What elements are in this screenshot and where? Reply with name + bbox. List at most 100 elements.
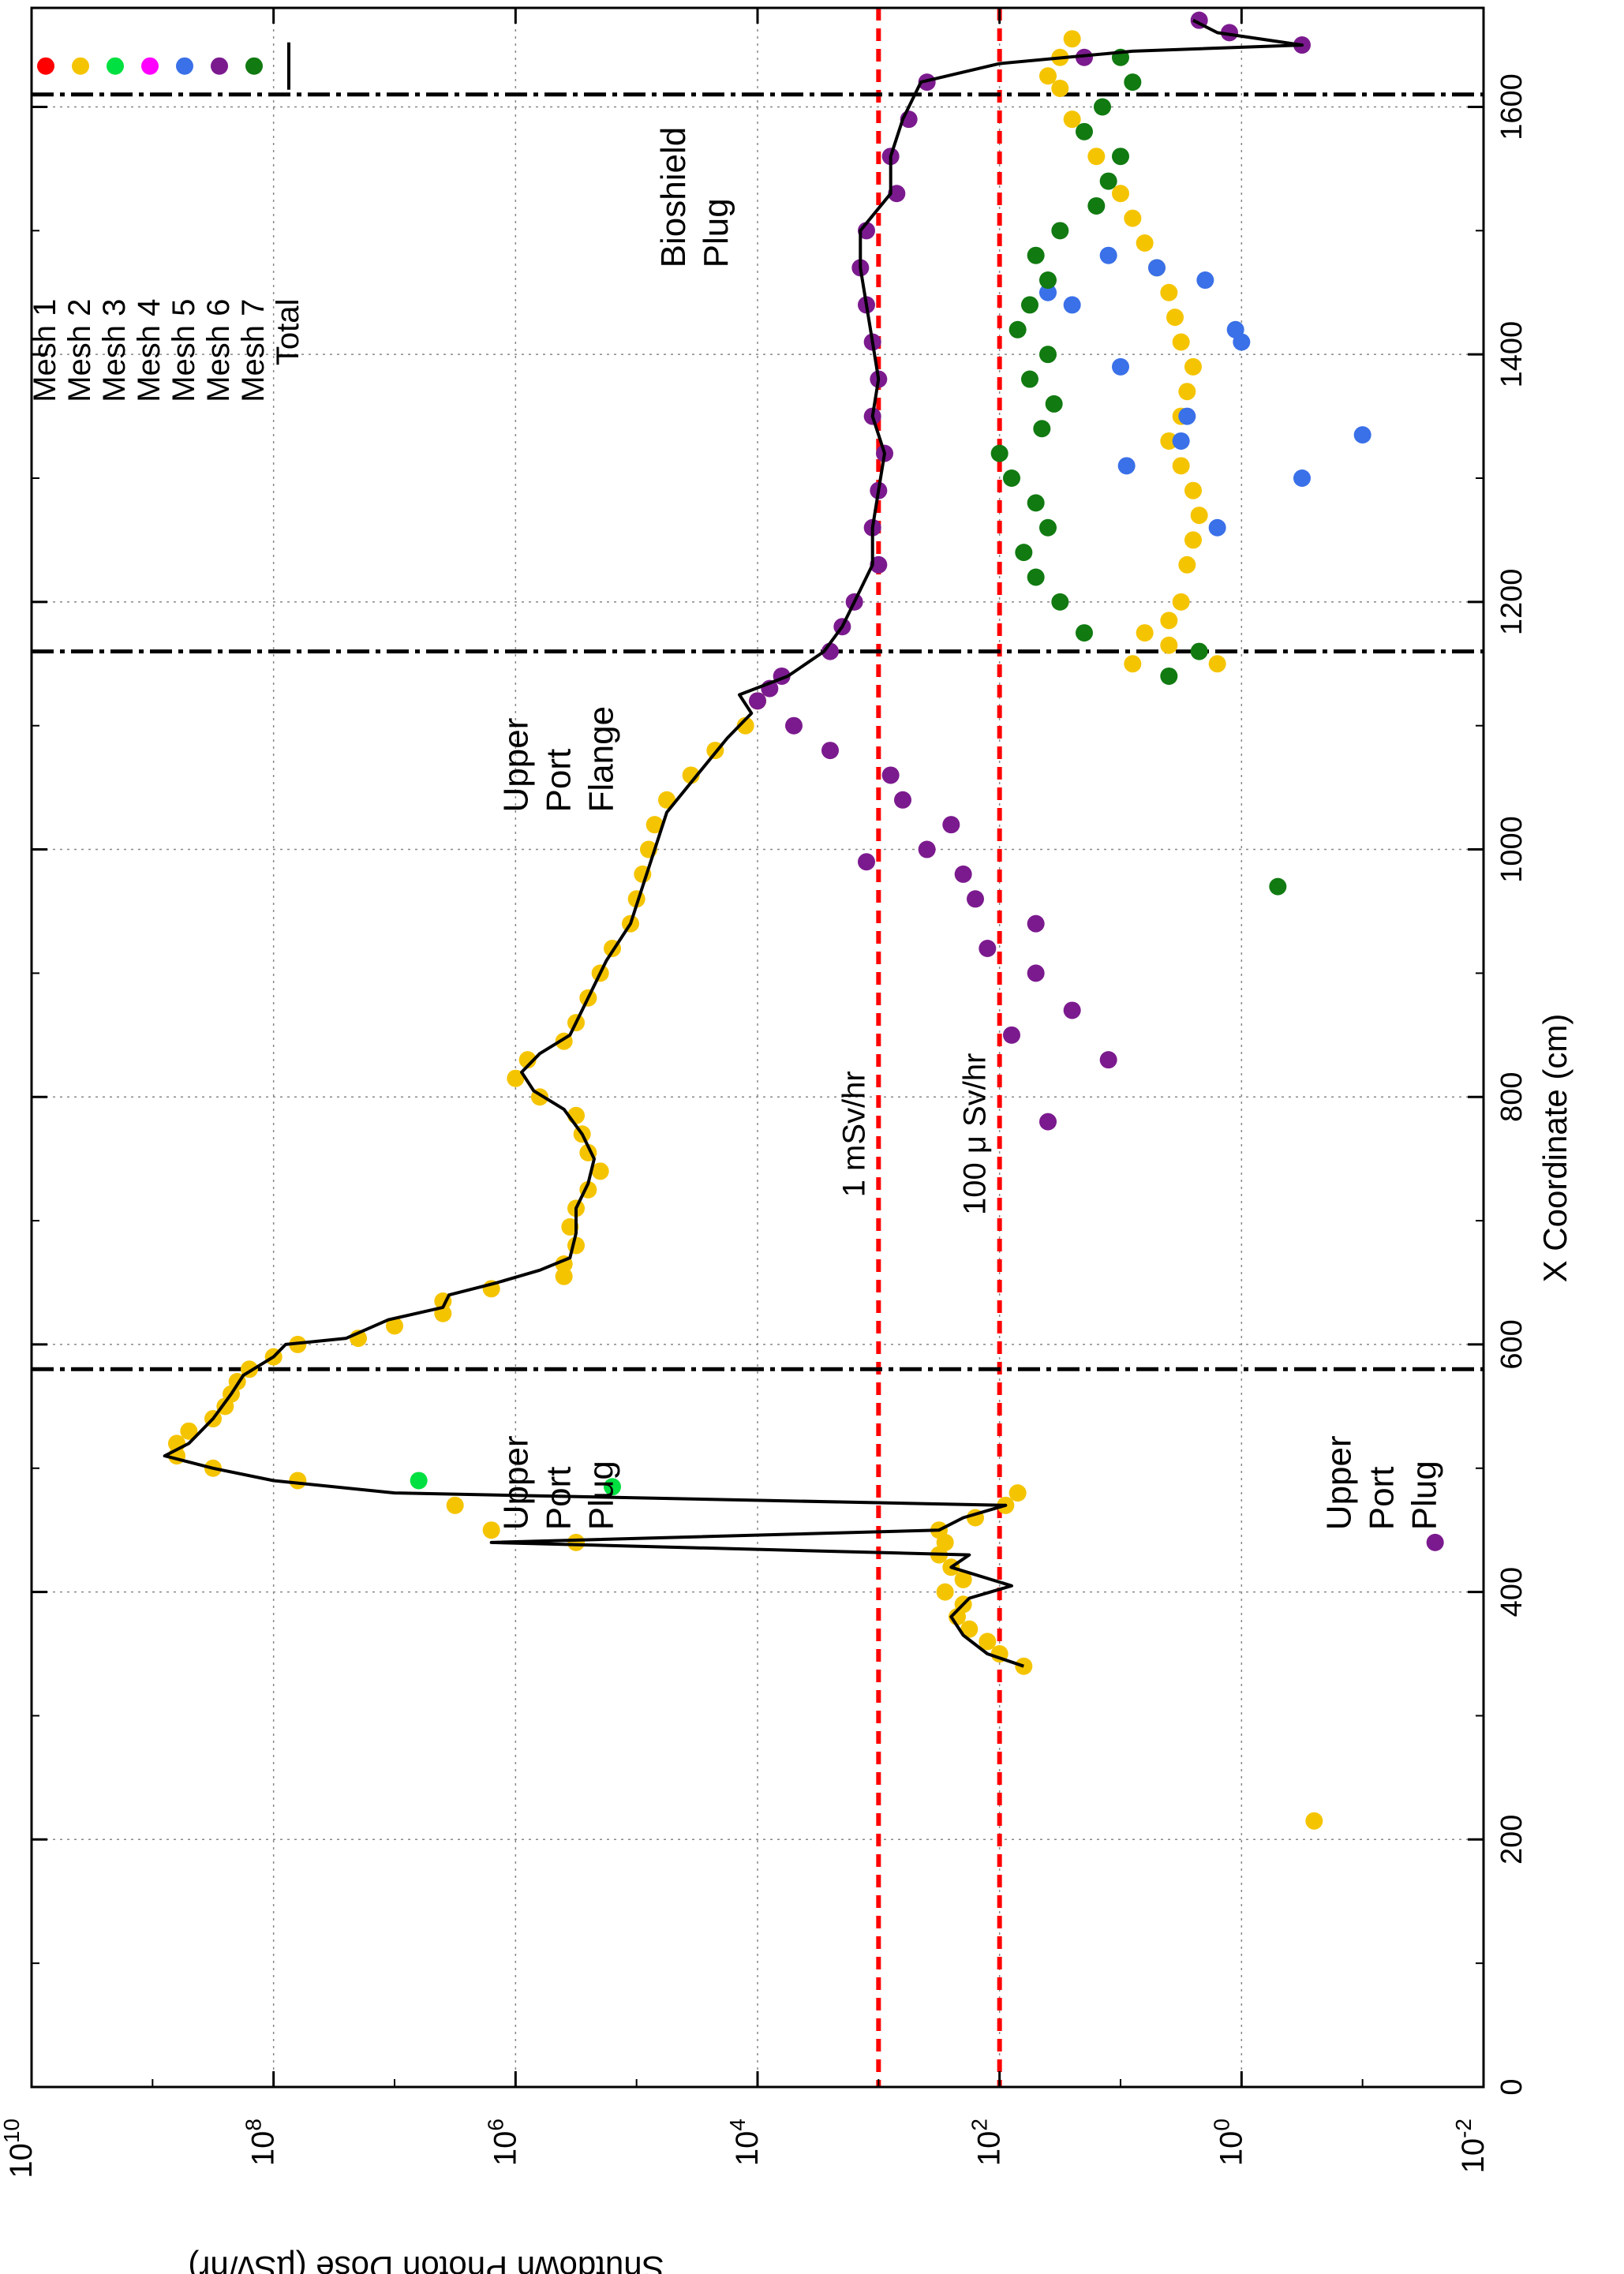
legend-marker [245,57,263,75]
mesh-7-point [1039,271,1057,290]
mesh-2-point [555,1267,573,1285]
mesh-2-point [1172,333,1190,351]
mesh-2-point [1178,383,1196,401]
mesh-2-point [518,1051,537,1069]
mesh-2-point [936,1583,954,1601]
x-axis-label: X Coordinate (cm) [1536,1014,1573,1283]
reference-lines [876,8,1002,2087]
mesh-5-point [1039,283,1057,301]
mesh-2-point [507,1069,525,1087]
mesh-6-point [785,716,803,735]
mesh-7-point [990,444,1008,462]
mesh-7-point [1033,420,1051,438]
region-label-line: Upper [497,718,536,813]
mesh-7-point [1087,196,1106,215]
mesh-5-point [1208,518,1226,537]
mesh-5-point [1172,432,1190,450]
mesh-7-point [1027,246,1045,264]
mesh-2-point [289,1472,307,1490]
mesh-2-point [1124,655,1142,673]
y-tick-label: 102 [967,2119,1007,2166]
legend-label: Mesh 1 [28,299,62,402]
y-tick-label: 104 [725,2119,765,2166]
mesh-2-point [1136,234,1154,252]
legend-label: Mesh 6 [201,299,236,402]
x-tick-label: 800 [1495,1072,1529,1122]
mesh-2-point [1190,507,1208,525]
mesh-5-point [1112,357,1129,376]
mesh-6-point [1027,914,1045,933]
x-tick-label: 1600 [1495,73,1529,140]
mesh-2-point [1136,624,1154,642]
mesh-7-point [1076,122,1093,140]
legend-marker [176,57,193,75]
region-label-line: Plug [697,198,735,267]
mesh-6-point [894,791,911,809]
mesh-2-point [1184,481,1202,499]
mesh-2-point [1178,555,1196,574]
mesh-7-point [1051,593,1069,611]
mesh-5-point [1196,271,1214,290]
x-tick-label: 1400 [1495,321,1529,388]
mesh-2-point [736,716,754,735]
x-tick-label: 600 [1495,1319,1529,1369]
mesh-2-point [1160,432,1178,450]
mesh-2-point [1208,655,1226,673]
mesh-2-point [1160,636,1178,654]
mesh-2-point [1184,531,1202,549]
mesh-7-point [1021,296,1038,314]
region-label-line: Flange [582,706,621,813]
text-labels: X Coordinate (cm) Shutdown Photon Dose (… [188,127,1573,2274]
region-label: Upper Port Plug [497,1435,621,1530]
x-tick-label: 1200 [1495,569,1529,636]
total-line [163,18,1304,1668]
mesh-7-point [1269,877,1287,896]
mesh-7-point [1039,346,1057,364]
mesh-2-point [1087,148,1106,166]
mesh-6-point [942,816,960,834]
legend-label: Mesh 4 [132,299,167,402]
mesh-5-point [1353,426,1371,444]
mesh-2-point [1051,79,1069,97]
region-label-line: Port [540,749,578,813]
mesh-6-point [1003,1026,1020,1044]
mesh-7-point [1027,494,1045,512]
reference-line-label: 100 μ Sv/hr [958,1053,993,1215]
mesh-7-point [1008,320,1027,338]
mesh-5-point [1293,469,1311,488]
legend-label: Mesh 7 [236,299,271,402]
mesh-7-point [1039,518,1057,537]
mesh-2-point [1063,30,1081,48]
mesh-5-point [1117,457,1136,475]
mesh-2-point [1160,283,1178,301]
mesh-6-point [888,185,906,203]
mesh-6-point [1063,1001,1081,1019]
mesh-7-point [1094,98,1111,116]
mesh-7-point [1015,544,1033,562]
mesh-6-point [918,840,936,858]
mesh-2-point [1160,612,1178,630]
mesh-2-point [1112,185,1129,203]
legend-marker [141,57,159,75]
region-label: Bioshield Plug [654,127,735,268]
mesh-2-point [1305,1812,1323,1830]
mesh-2-point [1063,110,1081,129]
mesh-2-point [1172,593,1190,611]
mesh-6-point [967,890,984,908]
mesh-7-point [1076,624,1093,642]
region-label-line: Bioshield [654,127,693,268]
region-label-line: Port [1362,1466,1401,1530]
mesh-3-point [410,1472,428,1490]
reference-line-label: 1 mSv/hr [836,1071,871,1197]
region-label: Upper Port Plug [1319,1435,1443,1530]
mesh-7-point [1099,172,1117,190]
legend-marker [72,57,89,75]
mesh-2-point [979,1633,997,1651]
mesh-6-point [881,766,900,784]
mesh-2-point [954,1570,972,1588]
mesh-7-point [1190,642,1208,660]
mesh-2-point [1172,457,1190,475]
legend-label: Mesh 5 [167,299,201,402]
